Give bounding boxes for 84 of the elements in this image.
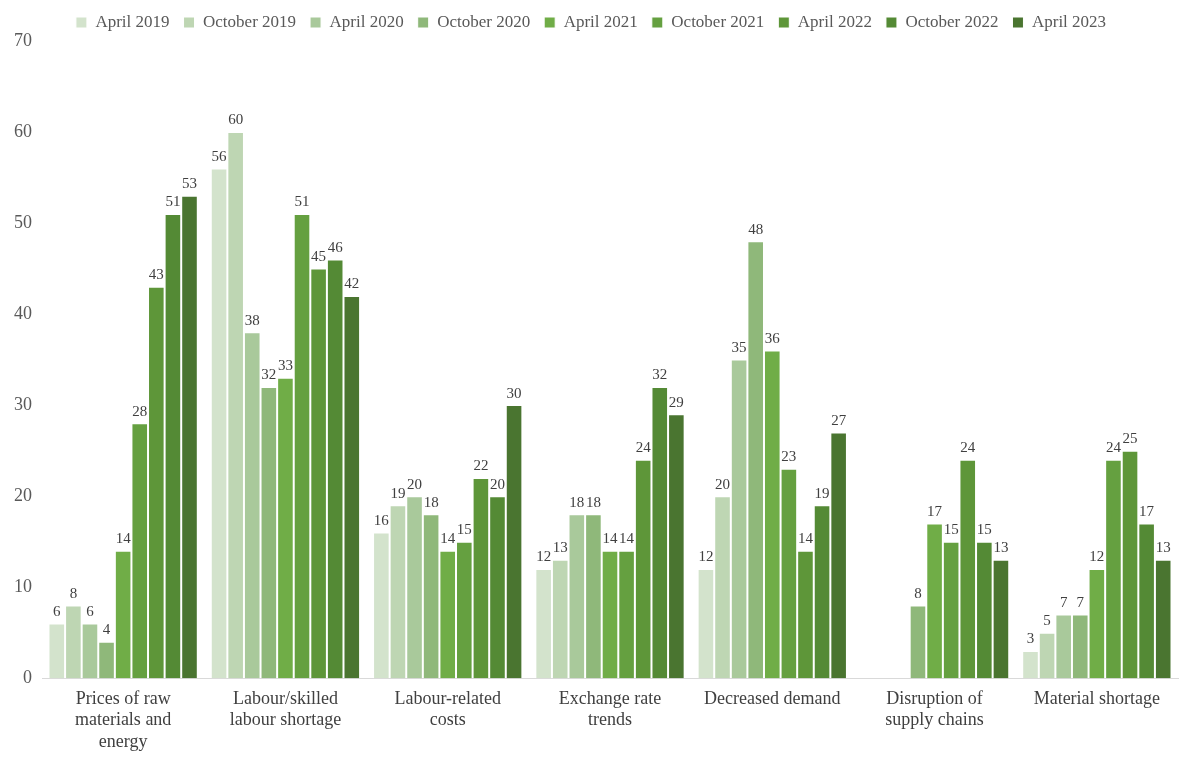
data-label: 20: [407, 475, 423, 492]
data-label: 22: [473, 457, 489, 474]
data-label: 14: [440, 530, 456, 547]
data-label: 7: [1059, 593, 1068, 610]
data-label: 12: [536, 548, 552, 565]
data-label: 17: [927, 502, 943, 519]
y-tick-label: 0: [23, 666, 32, 687]
data-label: 20: [489, 475, 505, 492]
y-tick-label: 50: [14, 211, 32, 232]
data-label: 14: [602, 530, 618, 547]
data-label: 19: [390, 484, 406, 501]
x-tick-label: Disruption of supply chains: [885, 687, 984, 730]
y-tick-label: 10: [14, 575, 32, 596]
data-label: 35: [731, 339, 747, 356]
data-label: 16: [373, 511, 390, 528]
data-label: 56: [211, 147, 228, 164]
y-tick-label: 30: [14, 393, 32, 414]
legend-label: October 2021: [671, 11, 765, 31]
x-tick-label: Exchange rate trends: [558, 687, 662, 730]
data-label: 13: [1155, 539, 1171, 556]
data-label: 53: [182, 175, 197, 192]
data-label: 15: [976, 521, 992, 538]
data-label: 24: [635, 439, 652, 456]
x-tick-label: Prices of raw materials and energy: [74, 687, 172, 751]
data-label: 3: [1026, 630, 1035, 647]
data-label: 29: [668, 393, 684, 410]
data-label: 38: [244, 311, 260, 328]
data-label: 5: [1043, 612, 1051, 629]
legend-label: October 2019: [203, 11, 297, 31]
data-label: 14: [619, 530, 635, 547]
legend-label: April 2022: [797, 11, 872, 31]
data-label: 30: [506, 384, 522, 401]
data-label: 6: [53, 603, 62, 620]
legend-label: April 2023: [1031, 11, 1107, 31]
data-label: 7: [1076, 593, 1085, 610]
data-label: 28: [132, 402, 148, 419]
y-tick-label: 60: [14, 120, 32, 141]
data-label: 18: [585, 493, 601, 510]
data-label: 4: [102, 621, 111, 638]
data-label: 18: [423, 493, 439, 510]
data-label: 33: [277, 357, 293, 374]
data-label: 46: [327, 238, 344, 255]
data-label: 32: [261, 366, 277, 383]
data-label: 14: [797, 530, 814, 547]
legend-label: April 2021: [563, 11, 638, 31]
data-label: 25: [1122, 430, 1138, 447]
data-label: 6: [86, 603, 95, 620]
x-tick-label: Labour-related costs: [394, 687, 501, 730]
data-label: 20: [715, 475, 731, 492]
y-tick-label: 40: [14, 302, 32, 323]
data-label: 36: [764, 329, 781, 346]
data-label: 15: [456, 521, 472, 538]
legend-label: April 2019: [95, 11, 170, 31]
data-label: 24: [1105, 439, 1122, 456]
x-tick-label: Decreased demand: [704, 687, 841, 708]
data-label: 8: [914, 584, 922, 601]
data-label: 8: [69, 584, 78, 601]
data-label: 32: [652, 366, 668, 383]
x-tick-label: Material shortage: [1033, 687, 1161, 708]
data-label: 51: [294, 193, 310, 210]
legend-label: October 2022: [905, 11, 999, 31]
data-label: 24: [960, 439, 976, 456]
legend-label: October 2020: [437, 11, 531, 31]
data-label: 48: [748, 220, 764, 237]
data-label: 42: [344, 275, 360, 292]
data-label: 19: [814, 484, 830, 501]
data-label: 14: [115, 530, 132, 547]
data-label: 23: [781, 448, 797, 465]
legend-label: April 2020: [329, 11, 404, 31]
data-label: 43: [148, 266, 164, 283]
data-label: 13: [552, 539, 568, 556]
data-label: 18: [569, 493, 585, 510]
data-label: 17: [1139, 502, 1155, 519]
y-tick-label: 70: [14, 29, 32, 50]
data-label: 12: [1089, 548, 1105, 565]
data-label: 12: [698, 548, 714, 565]
data-label: 15: [943, 521, 959, 538]
data-label: 27: [831, 411, 847, 428]
data-label: 13: [993, 539, 1009, 556]
data-label: 60: [228, 111, 244, 128]
data-label: 51: [165, 193, 181, 210]
y-tick-label: 20: [14, 484, 32, 505]
x-tick-label: Labour/skilled labour shortage: [229, 687, 342, 730]
data-label: 45: [311, 248, 327, 265]
